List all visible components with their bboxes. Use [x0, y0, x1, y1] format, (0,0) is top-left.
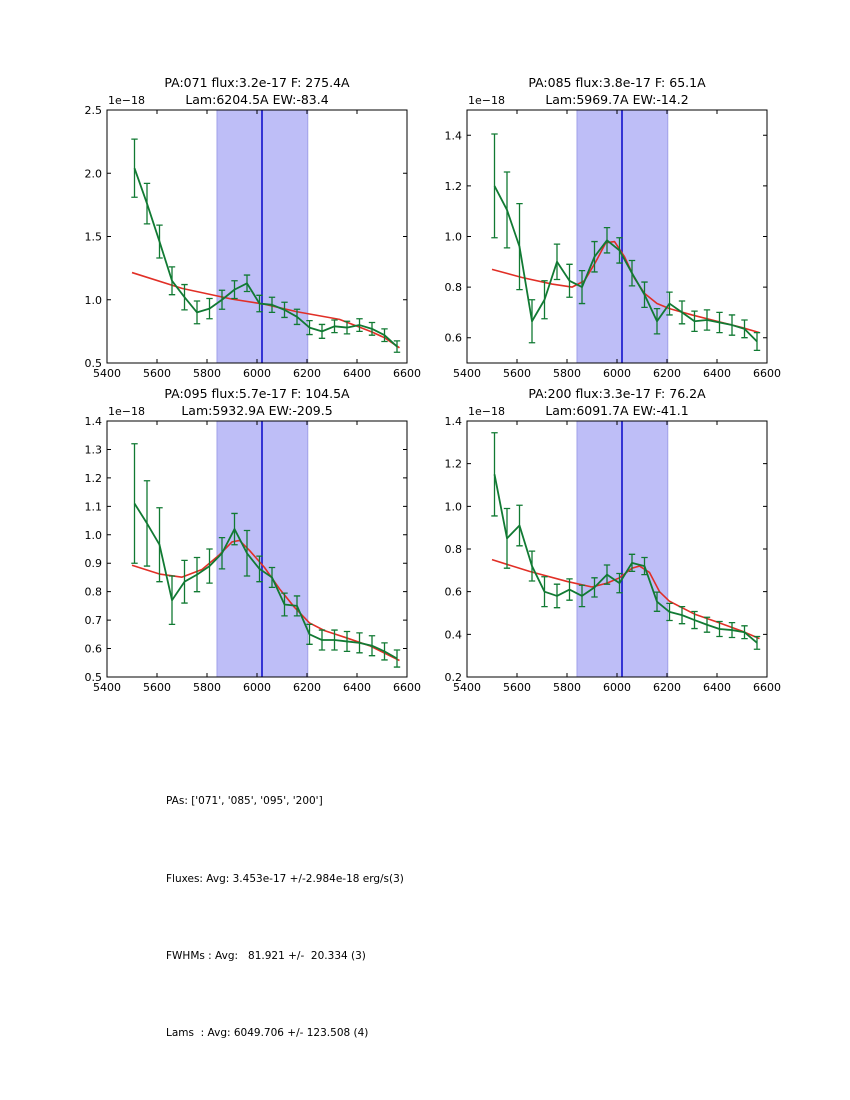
panel-3-xtick-label: 5800 [553, 681, 581, 694]
panel-0-ytick-label: 2.5 [85, 104, 103, 117]
panel-1-xtick-label: 6600 [753, 367, 781, 380]
panel-3-ytick-label: 0.6 [445, 586, 463, 599]
panel-1-xtick-label: 5400 [453, 367, 481, 380]
panel-2-ytick-label: 0.9 [85, 557, 103, 570]
summary-block: PAs: ['071', '085', '095', '200'] Fluxes… [166, 738, 404, 1100]
panel-3-y-offset-label: 1e−18 [468, 405, 505, 418]
panel-2-ytick-label: 1.0 [85, 529, 103, 542]
panel-0-xtick-label: 6400 [343, 367, 371, 380]
panel-2-ytick-label: 1.3 [85, 443, 103, 456]
panel-1-fit-line [491, 240, 760, 334]
panel-1-xtick-label: 6400 [703, 367, 731, 380]
panel-0-xtick-label: 5400 [93, 367, 121, 380]
panel-2-xtick-label: 6400 [343, 681, 371, 694]
panel-2-xtick-label: 6200 [293, 681, 321, 694]
panel-1-ytick-label: 1.0 [445, 231, 463, 244]
panel-3-title-line1: PA:200 flux:3.3e-17 F: 76.2A [528, 386, 706, 401]
panel-1-spectrum-line [493, 185, 758, 343]
panel-0-xtick-label: 6200 [293, 367, 321, 380]
panel-0-y-offset-label: 1e−18 [108, 94, 145, 107]
panel-1-ytick-label: 0.6 [445, 332, 463, 345]
panel-1-y-offset-label: 1e−18 [468, 94, 505, 107]
panel-3-spectrum-line [493, 474, 758, 644]
panel-2-ytick-label: 1.1 [85, 500, 103, 513]
panel-2-xtick-label: 6000 [243, 681, 271, 694]
panel-2: 5400 5600 5800 6000 6200 6400 6600 0.5 0.6 0.7 0.8… [85, 386, 422, 694]
panel-3-ytick-label: 0.8 [445, 543, 463, 556]
panel-2-ytick-label: 1.4 [85, 415, 103, 428]
panel-3-ytick-label: 0.2 [445, 671, 463, 684]
panel-3-xtick-label: 5400 [453, 681, 481, 694]
panel-0: 5400 5600 5800 6000 6200 6400 6600 0.5 1.0 1.5 2.0… [85, 75, 422, 380]
panel-1-title-line1: PA:085 flux:3.8e-17 F: 65.1A [528, 75, 706, 90]
panel-0-ytick-label: 0.5 [85, 357, 103, 370]
panel-0-ytick-label: 2.0 [85, 167, 103, 180]
panel-2-axes-frame [106, 420, 408, 678]
panel-0-ytick-label: 1.0 [85, 294, 103, 307]
panel-0-xtick-label: 6000 [243, 367, 271, 380]
panel-1-title-line2: Lam:5969.7A EW:-14.2 [545, 92, 688, 107]
panel-3-xtick-label: 6000 [603, 681, 631, 694]
panel-3-xtick-label: 5600 [503, 681, 531, 694]
panel-1-xtick-label: 6200 [653, 367, 681, 380]
panel-0-title-line1: PA:071 flux:3.2e-17 F: 275.4A [164, 75, 350, 90]
panel-2-ytick-label: 0.8 [85, 586, 103, 599]
panel-2-xtick-label: 5400 [93, 681, 121, 694]
panel-0-ytick-label: 1.5 [85, 231, 103, 244]
summary-line-lams: Lams : Avg: 6049.706 +/- 123.508 (4) [166, 1026, 369, 1039]
panel-2-xtick-label: 6600 [393, 681, 421, 694]
summary-line-fwhms: FWHMs : Avg: 81.921 +/- 20.334 (3) [166, 949, 366, 962]
panel-1-axes-frame [466, 109, 768, 364]
panel-0-xtick-label: 6600 [393, 367, 421, 380]
panel-1-xtick-label: 5800 [553, 367, 581, 380]
panel-2-ytick-label: 0.6 [85, 643, 103, 656]
panel-3-title-line2: Lam:6091.7A EW:-41.1 [545, 403, 688, 418]
panel-2-ytick-label: 0.7 [85, 614, 103, 627]
panel-1-xtick-label: 5600 [503, 367, 531, 380]
panel-2-ytick-label: 1.2 [85, 472, 103, 485]
panel-2-y-offset-label: 1e−18 [108, 405, 145, 418]
panel-2-xtick-label: 5800 [193, 681, 221, 694]
panel-0-title-line2: Lam:6204.5A EW:-83.4 [185, 92, 328, 107]
panel-2-spectrum-line [133, 503, 398, 660]
panel-0-xtick-label: 5800 [193, 367, 221, 380]
panel-3-ytick-label: 1.2 [445, 458, 463, 471]
panel-2-ytick-label: 0.5 [85, 671, 103, 684]
subplot-grid: 5400 5600 5800 6000 6200 6400 6600 0.5 1.0 1.5 2.0… [85, 75, 782, 694]
panel-2-xtick-label: 5600 [143, 681, 171, 694]
panel-0-spectrum-line [133, 167, 398, 348]
panel-3-xtick-label: 6600 [753, 681, 781, 694]
panel-2-title-line1: PA:095 flux:5.7e-17 F: 104.5A [164, 386, 350, 401]
panel-3-xtick-label: 6400 [703, 681, 731, 694]
summary-line-fluxes: Fluxes: Avg: 3.453e-17 +/-2.984e-18 erg/… [166, 872, 404, 885]
summary-line-pas: PAs: ['071', '085', '095', '200'] [166, 795, 323, 808]
panel-3-xtick-label: 6200 [653, 681, 681, 694]
panel-2-title-line2: Lam:5932.9A EW:-209.5 [181, 403, 332, 418]
panel-1-ytick-label: 1.4 [445, 129, 463, 142]
panel-3-axes-frame [466, 420, 768, 678]
panel-3-ytick-label: 1.4 [445, 415, 463, 428]
panel-1-xtick-label: 6000 [603, 367, 631, 380]
panel-0-axes-frame [106, 109, 408, 364]
panel-1-ytick-label: 1.2 [445, 180, 463, 193]
panel-3-ytick-label: 0.4 [445, 628, 463, 641]
panel-1-ytick-label: 0.8 [445, 281, 463, 294]
panel-3: 5400 5600 5800 6000 6200 6400 6600 0.2 0.4 0.6 0.8… [445, 386, 782, 694]
panel-0-xtick-label: 5600 [143, 367, 171, 380]
panel-1: 5400 5600 5800 6000 6200 6400 6600 0.6 0.8 1.0 1.2… [445, 75, 782, 380]
panel-3-ytick-label: 1.0 [445, 500, 463, 513]
